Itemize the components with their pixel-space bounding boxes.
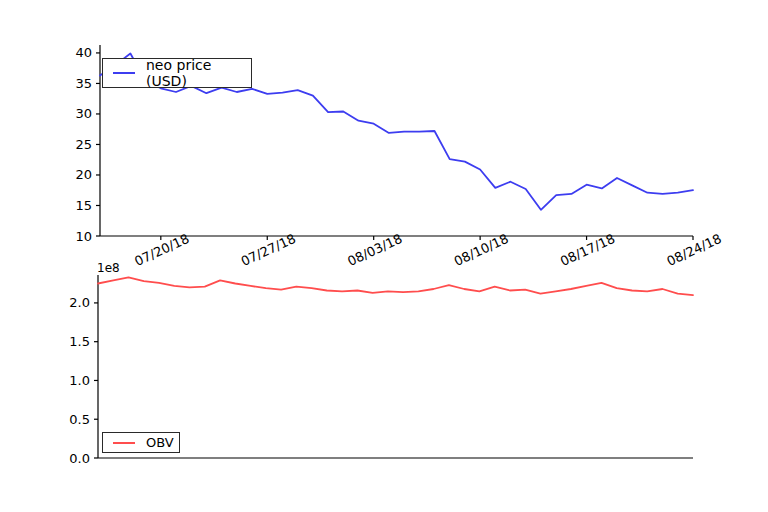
- price-legend-label: neo price (USD): [146, 57, 251, 89]
- bottom-y-tick-label: 2.0: [69, 295, 90, 310]
- y-axis-offset-label: 1e8: [97, 261, 120, 275]
- obv-legend-label: OBV: [146, 435, 174, 450]
- obv-legend[interactable]: OBV: [102, 432, 180, 453]
- bottom-y-tick-label: 0.0: [69, 451, 90, 466]
- top-y-tick-label: 35: [75, 76, 92, 91]
- chart-figure: 4035302520151007/20/1807/27/1808/03/1808…: [0, 0, 768, 512]
- top-y-tick-label: 40: [75, 45, 92, 60]
- obv-line: [98, 277, 693, 295]
- top-y-tick-label: 15: [75, 198, 92, 213]
- bottom-y-tick-label: 1.5: [69, 334, 90, 349]
- price-legend-line-icon: [113, 72, 135, 74]
- price-legend[interactable]: neo price (USD): [102, 58, 252, 88]
- top-y-tick-label: 30: [75, 106, 92, 121]
- top-y-tick-label: 25: [75, 137, 92, 152]
- obv-legend-line-icon: [113, 442, 135, 444]
- top-y-tick-label: 20: [75, 167, 92, 182]
- bottom-y-tick-label: 1.0: [69, 373, 90, 388]
- top-y-tick-label: 10: [75, 229, 92, 244]
- bottom-y-tick-label: 0.5: [69, 412, 90, 427]
